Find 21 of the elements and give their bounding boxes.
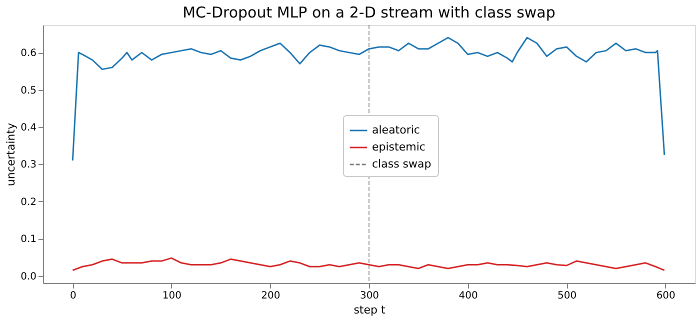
x-tick-label: 0 — [70, 290, 76, 302]
y-tick-label: 0.0 — [20, 271, 36, 282]
y-tick-label: 0.5 — [20, 85, 36, 96]
x-tick-label: 600 — [656, 290, 676, 302]
y-axis-title: uncertainty — [4, 122, 18, 186]
x-tick-label: 100 — [162, 290, 182, 302]
y-tick-label: 0.4 — [20, 122, 36, 134]
legend-label: aleatoric — [372, 124, 420, 136]
x-tick-label: 400 — [458, 290, 478, 302]
y-tick-label: 0.2 — [20, 196, 36, 208]
x-tick-label: 500 — [558, 290, 577, 302]
x-tick-label: 300 — [360, 290, 380, 302]
legend-label: epistemic — [372, 140, 426, 154]
chart-title: MC-Dropout MLP on a 2-D stream with class swap — [182, 4, 556, 22]
x-tick-label: 200 — [261, 290, 280, 302]
x-axis-title: step t — [354, 304, 386, 316]
line-series — [72, 257, 666, 272]
ref-line-label: class swap — [372, 158, 432, 170]
y-tick-label: 0.6 — [20, 48, 36, 60]
y-tick-label: 0.1 — [20, 234, 36, 246]
y-tick-label: 0.3 — [20, 160, 36, 171]
